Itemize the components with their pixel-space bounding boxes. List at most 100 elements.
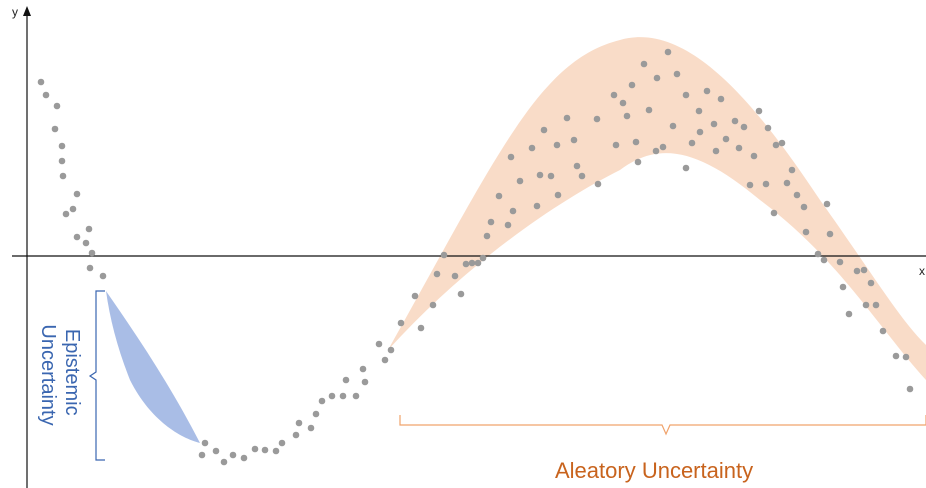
data-point [731,117,739,125]
data-point [361,378,369,386]
data-point [474,259,482,267]
data-point [862,301,870,309]
data-point [53,102,61,110]
data-point [593,115,601,123]
data-point [826,230,834,238]
aleatory-uncertainty-band [388,37,926,381]
data-point [528,144,536,152]
data-point [387,346,395,354]
data-point [516,177,524,185]
data-point [853,267,861,275]
data-point [381,356,389,364]
data-point [778,139,786,147]
data-point [746,181,754,189]
data-point [272,447,280,455]
data-point [740,123,748,131]
data-point [547,172,555,180]
data-point [292,431,300,439]
data-point [860,266,868,274]
data-point [717,95,725,103]
data-point [793,191,801,199]
data-point [42,91,50,99]
data-point [307,424,315,432]
epistemic-uncertainty-band [106,291,200,443]
data-point [570,136,578,144]
data-point [261,446,269,454]
data-point [69,205,77,213]
data-point [451,272,459,280]
data-point [836,258,844,266]
data-point [867,279,875,287]
data-point [440,251,448,259]
data-point [673,70,681,78]
data-point [783,179,791,187]
data-point [845,310,853,318]
data-point [375,340,383,348]
data-point [612,141,620,149]
data-point [712,147,720,155]
data-point [839,283,847,291]
data-point [872,301,880,309]
data-point [58,142,66,150]
data-point [764,124,772,132]
data-point [800,203,808,211]
data-point [220,458,228,466]
data-point [240,454,248,462]
epistemic-label-line2: Uncertainty [37,324,59,425]
data-point [251,445,259,453]
data-point [51,125,59,133]
data-point [73,190,81,198]
data-point [457,290,465,298]
data-point [37,78,45,86]
data-point [619,99,627,107]
data-point [755,107,763,115]
data-point [578,172,586,180]
data-point [507,153,515,161]
data-point [429,301,437,309]
data-point [229,451,237,459]
data-point [212,447,220,455]
data-point [85,225,93,233]
epistemic-uncertainty-label: Epistemic Uncertainty [37,324,83,425]
data-point [86,264,94,272]
data-point [479,254,487,262]
data-point [487,218,495,226]
data-points [37,48,914,466]
data-point [710,120,718,128]
data-point [278,439,286,447]
x-axis-label: x [919,264,925,278]
data-point [540,126,548,134]
data-point [695,107,703,115]
data-point [328,392,336,400]
data-point [59,172,67,180]
data-point [339,392,347,400]
data-point [563,114,571,122]
data-point [682,91,690,99]
data-point [554,191,562,199]
y-axis-arrow-icon [23,6,31,16]
data-point [762,180,770,188]
data-point [201,439,209,447]
data-point [682,164,690,172]
data-point [640,60,648,68]
data-point [483,232,491,240]
data-point [312,410,320,418]
data-point [823,200,831,208]
data-point [318,397,326,405]
data-point [772,141,780,149]
data-point [468,259,476,267]
data-point [906,385,914,393]
data-point [99,272,107,280]
data-point [820,256,828,264]
data-point [652,147,660,155]
data-point [902,353,910,361]
data-point [653,74,661,82]
data-point [58,157,66,165]
data-point [504,221,512,229]
data-point [88,249,96,257]
data-point [788,166,796,174]
data-point [632,138,640,146]
data-point [342,376,350,384]
data-point [879,327,887,335]
